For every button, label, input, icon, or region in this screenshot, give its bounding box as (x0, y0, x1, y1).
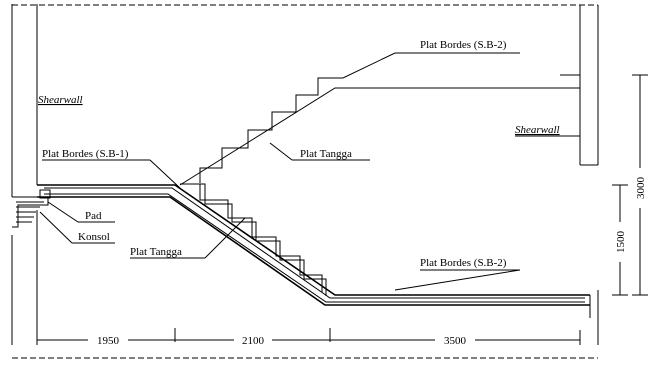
dimension: 3000 (635, 177, 647, 200)
upper-stair (180, 53, 580, 185)
stair-section: Plat Bordes (S.B-2) Shearwall Plat Borde… (0, 0, 653, 365)
console (12, 190, 50, 227)
label: Plat Tangga (130, 246, 182, 258)
label: Plat Bordes (S.B-2) (420, 39, 507, 51)
label: Plat Tangga (300, 148, 352, 160)
dimension: 1500 (615, 231, 627, 254)
label: Shearwall (38, 94, 83, 106)
label: Shearwall (515, 124, 560, 136)
label: Plat Bordes (S.B-1) (42, 148, 129, 160)
label: Konsol (78, 231, 110, 243)
lower-stair (37, 184, 590, 305)
dimension: 3500 (444, 335, 467, 347)
dimension: 1950 (97, 335, 120, 347)
label: Plat Bordes (S.B-2) (420, 257, 507, 269)
label: Pad (85, 210, 102, 222)
dimension: 2100 (242, 335, 265, 347)
